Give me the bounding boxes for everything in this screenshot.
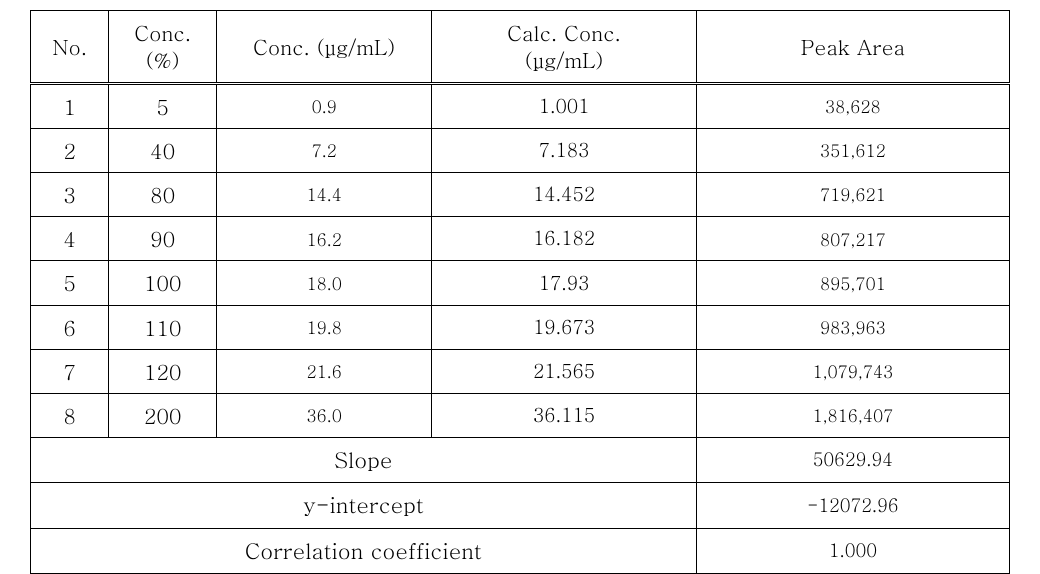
cell-pct: 5	[109, 83, 217, 128]
summary-row-slope: Slope 50629.94	[31, 438, 1010, 483]
cell-pct: 100	[109, 261, 217, 305]
cell-peak: 895,701	[696, 261, 1009, 305]
table-row: 5 100 18.0 17.93 895,701	[31, 261, 1010, 305]
cell-pct: 40	[109, 128, 217, 172]
cell-pct: 120	[109, 349, 217, 393]
cell-calc: 21.565	[432, 349, 696, 393]
cell-peak: 983,963	[696, 305, 1009, 349]
cell-calc: 7.183	[432, 128, 696, 172]
cell-calc: 1.001	[432, 83, 696, 128]
cell-peak: 807,217	[696, 217, 1009, 261]
summary-value: -12072.96	[696, 483, 1009, 528]
col-header-pct: Conc.(%)	[109, 11, 217, 84]
table-header-row: No. Conc.(%) Conc. (μg/mL) Calc. Conc.(μ…	[31, 11, 1010, 84]
cell-no: 6	[31, 305, 109, 349]
col-header-calc: Calc. Conc.(μg/mL)	[432, 11, 696, 84]
cell-no: 5	[31, 261, 109, 305]
cell-no: 4	[31, 217, 109, 261]
cell-conc: 19.8	[217, 305, 432, 349]
cell-pct: 200	[109, 393, 217, 437]
col-header-peak: Peak Area	[696, 11, 1009, 84]
cell-calc: 17.93	[432, 261, 696, 305]
cell-conc: 7.2	[217, 128, 432, 172]
table-row: 3 80 14.4 14.452 719,621	[31, 172, 1010, 216]
table-row: 7 120 21.6 21.565 1,079,743	[31, 349, 1010, 393]
linearity-table: No. Conc.(%) Conc. (μg/mL) Calc. Conc.(μ…	[30, 10, 1010, 574]
cell-conc: 18.0	[217, 261, 432, 305]
table-row: 1 5 0.9 1.001 38,628	[31, 83, 1010, 128]
cell-peak: 719,621	[696, 172, 1009, 216]
table-row: 8 200 36.0 36.115 1,816,407	[31, 393, 1010, 437]
table-row: 6 110 19.8 19.673 983,963	[31, 305, 1010, 349]
cell-no: 2	[31, 128, 109, 172]
cell-conc: 21.6	[217, 349, 432, 393]
cell-no: 1	[31, 83, 109, 128]
cell-no: 3	[31, 172, 109, 216]
cell-peak: 1,816,407	[696, 393, 1009, 437]
summary-label: Correlation coefficient	[31, 528, 697, 573]
cell-pct: 90	[109, 217, 217, 261]
summary-label: y-intercept	[31, 483, 697, 528]
col-header-no: No.	[31, 11, 109, 84]
summary-value: 50629.94	[696, 438, 1009, 483]
cell-calc: 36.115	[432, 393, 696, 437]
cell-peak: 38,628	[696, 83, 1009, 128]
cell-conc: 36.0	[217, 393, 432, 437]
cell-calc: 16.182	[432, 217, 696, 261]
cell-conc: 14.4	[217, 172, 432, 216]
cell-conc: 16.2	[217, 217, 432, 261]
cell-peak: 1,079,743	[696, 349, 1009, 393]
summary-value: 1.000	[696, 528, 1009, 573]
table-row: 2 40 7.2 7.183 351,612	[31, 128, 1010, 172]
cell-peak: 351,612	[696, 128, 1009, 172]
cell-no: 8	[31, 393, 109, 437]
cell-calc: 14.452	[432, 172, 696, 216]
summary-label: Slope	[31, 438, 697, 483]
table-row: 4 90 16.2 16.182 807,217	[31, 217, 1010, 261]
summary-row-correlation: Correlation coefficient 1.000	[31, 528, 1010, 573]
cell-conc: 0.9	[217, 83, 432, 128]
cell-pct: 80	[109, 172, 217, 216]
summary-row-yintercept: y-intercept -12072.96	[31, 483, 1010, 528]
cell-calc: 19.673	[432, 305, 696, 349]
cell-pct: 110	[109, 305, 217, 349]
cell-no: 7	[31, 349, 109, 393]
col-header-conc: Conc. (μg/mL)	[217, 11, 432, 84]
